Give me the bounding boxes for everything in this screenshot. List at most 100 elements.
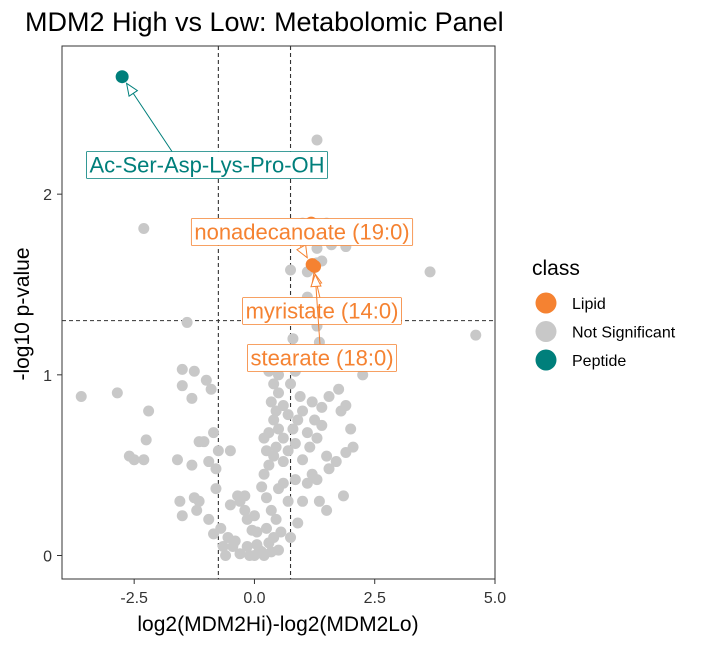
x-tick-label: -2.5 — [120, 590, 148, 607]
point-not-significant — [263, 459, 275, 471]
point-not-significant — [277, 432, 289, 444]
legend-swatch — [535, 349, 557, 371]
legend-label: Peptide — [572, 353, 626, 370]
annotation-label: Ac-Ser-Asp-Lys-Pro-OH — [89, 153, 324, 178]
point-not-significant — [282, 409, 294, 421]
point-not-significant — [306, 396, 318, 408]
point-not-significant — [311, 432, 323, 444]
point-not-significant — [301, 427, 313, 439]
point-not-significant — [321, 450, 333, 462]
x-tick-label: 2.5 — [364, 590, 386, 607]
point-not-significant — [258, 468, 270, 480]
legend-swatch — [535, 321, 557, 342]
point-not-significant — [347, 441, 359, 453]
annotation: nonadecanoate (19:0) — [190, 218, 414, 259]
point-not-significant — [181, 316, 193, 328]
annotation-connector — [126, 83, 174, 154]
point-not-significant — [306, 468, 318, 480]
point-not-significant — [323, 391, 335, 403]
point-not-significant — [470, 329, 482, 341]
point-not-significant — [138, 454, 150, 466]
point-not-significant — [191, 504, 203, 516]
point-not-significant — [198, 436, 210, 448]
annotation-label: nonadecanoate (19:0) — [194, 220, 409, 245]
annotation-box — [247, 344, 397, 372]
point-not-significant — [200, 374, 212, 386]
point-not-significant — [224, 445, 236, 457]
point-not-significant — [316, 401, 328, 413]
x-tick-label: 5.0 — [484, 590, 506, 607]
annotation-arrowhead — [125, 82, 139, 97]
point-lipid — [308, 259, 322, 273]
point-not-significant — [212, 445, 224, 457]
point-not-significant — [224, 499, 236, 511]
point-peptide — [115, 70, 129, 84]
point-not-significant — [357, 369, 369, 381]
y-tick-label: 1 — [43, 368, 52, 385]
point-not-significant — [294, 391, 306, 403]
point-annotations: Ac-Ser-Asp-Lys-Pro-OH nonadecanoate (19:0… — [86, 82, 414, 372]
point-not-significant — [333, 383, 345, 395]
point-not-significant — [292, 414, 304, 426]
point-not-significant — [186, 392, 198, 404]
point-not-significant — [277, 477, 289, 489]
x-tick-label: 0.0 — [243, 590, 265, 607]
point-not-significant — [275, 526, 287, 538]
point-not-significant — [260, 445, 272, 457]
point-not-significant — [239, 490, 251, 502]
point-not-significant — [330, 456, 342, 468]
point-not-significant — [176, 363, 188, 375]
point-not-significant — [256, 481, 268, 493]
point-not-significant — [140, 434, 152, 446]
point-not-significant — [258, 432, 270, 444]
point-not-significant — [241, 540, 253, 552]
annotation-arrowhead — [296, 243, 308, 259]
point-not-significant — [208, 427, 220, 439]
point-not-significant — [323, 463, 335, 475]
point-not-significant — [304, 441, 316, 453]
point-not-significant — [292, 517, 304, 529]
chart-title: MDM2 High vs Low: Metabolomic Panel — [25, 7, 504, 37]
point-not-significant — [193, 495, 205, 507]
legend: class Lipid Not Significant Peptide — [532, 257, 676, 371]
point-not-significant — [321, 504, 333, 516]
point-not-significant — [273, 369, 284, 381]
point-not-significant — [75, 391, 87, 403]
legend-label: Not Significant — [572, 325, 676, 342]
point-not-significant — [215, 522, 227, 534]
point-not-significant — [301, 477, 313, 489]
point-not-significant — [297, 405, 309, 417]
point-not-significant — [285, 531, 297, 543]
point-not-significant — [138, 222, 150, 234]
legend-swatch — [535, 292, 557, 314]
annotation-box — [190, 218, 414, 246]
point-not-significant — [188, 365, 200, 377]
point-not-significant — [273, 544, 284, 556]
point-not-significant — [256, 546, 268, 558]
point-not-significant — [287, 423, 299, 435]
point-not-significant — [111, 387, 123, 399]
point-not-significant — [289, 437, 301, 449]
point-not-significant — [268, 414, 280, 426]
point-not-significant — [217, 540, 229, 552]
point-not-significant — [285, 264, 297, 276]
point-not-significant — [143, 405, 155, 417]
annotation-arrowhead — [310, 273, 322, 288]
point-not-significant — [176, 510, 188, 522]
point-not-significant — [297, 495, 309, 507]
point-not-significant — [270, 441, 282, 453]
annotation: Ac-Ser-Asp-Lys-Pro-OH — [86, 82, 328, 179]
point-not-significant — [285, 378, 297, 390]
point-not-significant — [260, 492, 272, 504]
point-not-significant — [260, 522, 272, 534]
annotation-label: stearate (18:0) — [250, 346, 393, 371]
point-not-significant — [335, 405, 347, 417]
annotation: stearate (18:0) — [247, 273, 397, 372]
point-not-significant — [282, 495, 294, 507]
point-not-significant — [248, 510, 260, 522]
point-not-significant — [210, 483, 222, 495]
point-not-significant — [337, 490, 349, 502]
point-not-significant — [345, 423, 357, 435]
point-not-significant — [297, 454, 309, 466]
